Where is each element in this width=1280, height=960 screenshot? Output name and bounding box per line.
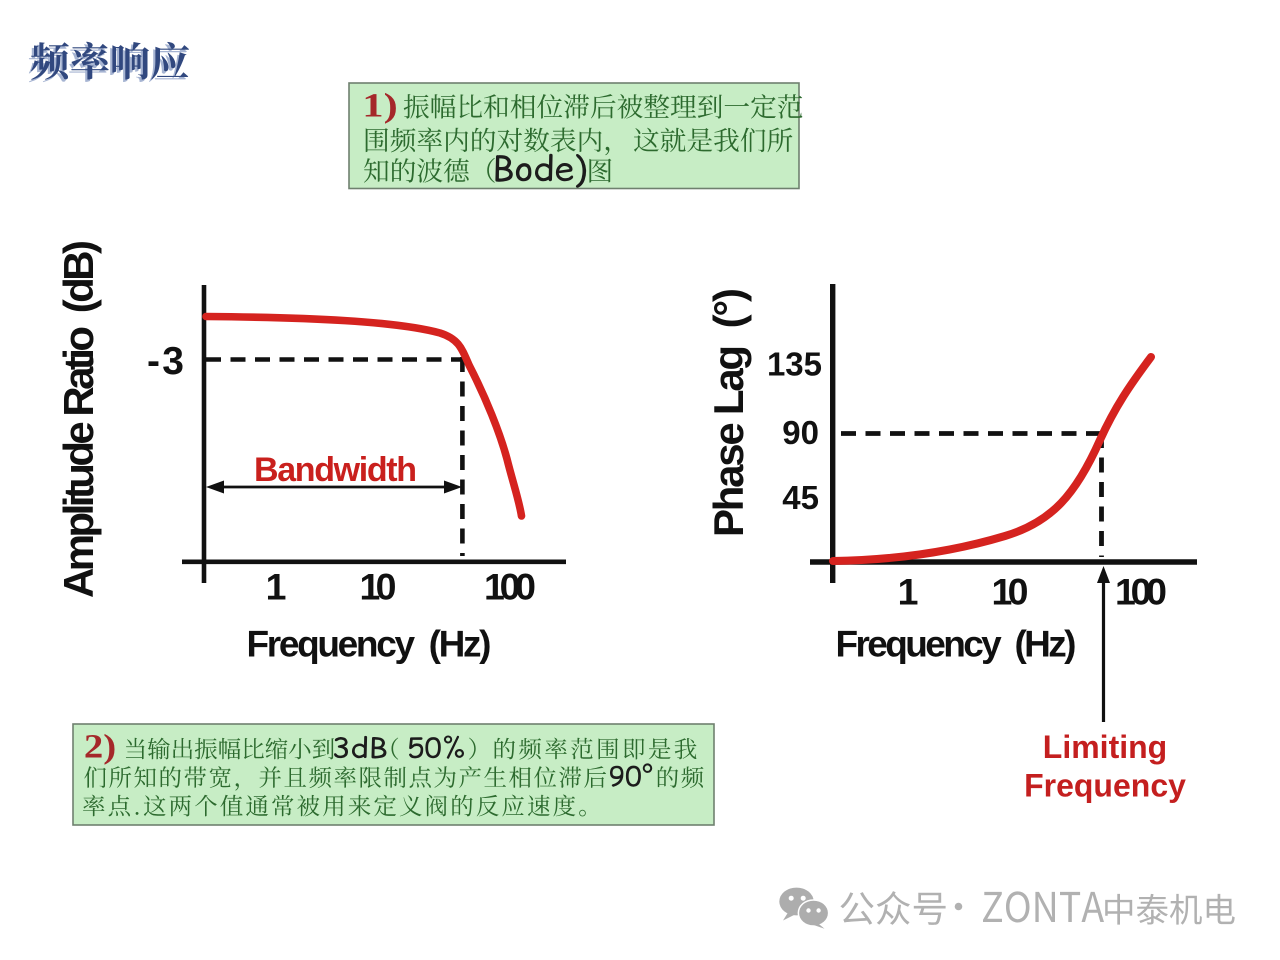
svg-text:100: 100 [1115, 571, 1167, 613]
svg-text:Limiting: Limiting [1043, 729, 1167, 765]
svg-text:Frequency: Frequency [1024, 768, 1186, 804]
svg-text:135: 135 [767, 346, 822, 383]
svg-text:3: 3 [162, 340, 184, 383]
svg-text:Frequency (Hz): Frequency (Hz) [247, 624, 492, 665]
svg-text:90: 90 [782, 414, 819, 451]
svg-text:10: 10 [992, 571, 1029, 613]
svg-text:1: 1 [898, 571, 919, 613]
svg-text:-: - [147, 340, 160, 383]
svg-text:100: 100 [484, 566, 536, 608]
svg-text:45: 45 [782, 479, 819, 516]
svg-text:Frequency (Hz): Frequency (Hz) [836, 624, 1077, 665]
svg-text:1: 1 [266, 566, 287, 608]
svg-text:Amplitude Ratio (dB): Amplitude Ratio (dB) [55, 240, 102, 598]
svg-text:Bandwidth: Bandwidth [254, 451, 417, 489]
svg-text:10: 10 [360, 566, 397, 608]
svg-text:Phase Lag (°): Phase Lag (°) [705, 288, 752, 537]
